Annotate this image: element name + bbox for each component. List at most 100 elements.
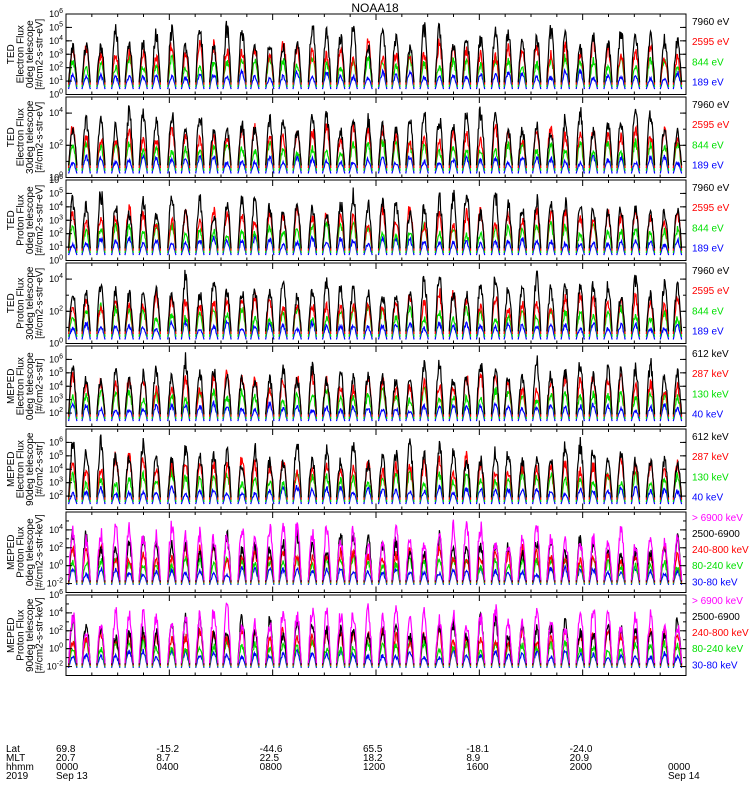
- x-tick-mlt-label: 18.2: [363, 753, 383, 764]
- legend-entry: 844 eV: [692, 140, 724, 151]
- y-tick-label: 105: [49, 187, 63, 198]
- x-tick-mlt-label: 8.9: [466, 753, 481, 764]
- series-magenta-trace: [68, 602, 683, 664]
- x-tick-hhmm-label: 0000: [668, 762, 691, 773]
- y-tick-label: 101: [49, 75, 63, 86]
- legend-entry: 2595 eV: [692, 203, 730, 214]
- series-blue-trace: [68, 67, 683, 90]
- series-blue-trace: [68, 484, 683, 505]
- y-tick-label: 103: [49, 477, 63, 488]
- x-tick-date-label: Sep 13: [56, 771, 88, 782]
- x-tick-hhmm-label: 0000: [56, 762, 79, 773]
- series-black-trace: [68, 529, 683, 582]
- y-tick-label: 104: [49, 201, 63, 212]
- y-tick-label: 101: [49, 241, 63, 252]
- y-axis-label: TEDElectron Flux30deg telescope[#/cm2-s-…: [6, 100, 46, 174]
- y-tick-label: 103: [49, 394, 63, 405]
- legend-entry: 612 keV: [692, 349, 729, 360]
- y-axis-label: MEPEDProton Flux90deg telescope[#/cm2-s-…: [6, 597, 46, 673]
- x-tick-date-label: Sep 14: [668, 771, 700, 782]
- legend-entry: 2500-6900: [692, 612, 740, 623]
- y-tick-label: 104: [49, 607, 63, 618]
- legend-entry: 80-240 keV: [692, 561, 743, 572]
- y-tick-label: 103: [49, 214, 63, 225]
- y-tick-label: 100: [49, 643, 63, 654]
- y-tick-label: 106: [49, 8, 63, 19]
- y-axis-label: TEDProton Flux0deg telescope[#/cm2-s-str…: [6, 184, 46, 255]
- legend-entry: 2595 eV: [692, 120, 730, 131]
- series-blue-trace: [68, 234, 683, 256]
- y-tick-label: 10-2: [47, 578, 63, 589]
- mlt-row-label: MLT: [6, 753, 26, 764]
- x-tick-hhmm-label: 0400: [156, 762, 179, 773]
- x-tick-hhmm-label: 1600: [466, 762, 489, 773]
- legend-entry: 7960 eV: [692, 17, 730, 28]
- y-tick-label: 100: [49, 89, 63, 100]
- legend-entry: 30-80 keV: [692, 577, 738, 588]
- legend-entry: 80-240 keV: [692, 644, 743, 655]
- y-tick-label: 106: [49, 589, 63, 600]
- x-tick-mlt-label: 20.7: [56, 753, 76, 764]
- series-blue-trace: [68, 152, 683, 174]
- series-black-trace: [68, 352, 683, 415]
- x-tick-hhmm-label: 0800: [259, 762, 282, 773]
- legend-entry: 189 eV: [692, 160, 724, 171]
- series-black-trace: [68, 434, 683, 498]
- x-tick-lat-label: 69.8: [56, 744, 76, 755]
- x-tick-hhmm-label: 2000: [569, 762, 592, 773]
- y-tick-label: 100: [49, 255, 63, 266]
- series-black-trace: [68, 187, 683, 249]
- series-red-trace: [68, 542, 683, 583]
- y-axis-label: TEDProton Flux30deg telescope[#/cm2-s-st…: [6, 266, 46, 340]
- legend-entry: 287 keV: [692, 369, 729, 380]
- x-tick-mlt-label: 22.5: [259, 753, 280, 764]
- y-tick-label: 105: [49, 367, 63, 378]
- y-tick-label: 100: [49, 172, 63, 183]
- series-magenta-trace: [68, 519, 683, 581]
- x-tick-lat-label: 65.5: [363, 744, 383, 755]
- y-tick-label: 102: [49, 490, 63, 501]
- y-tick-label: 106: [49, 436, 63, 447]
- x-tick-mlt-label: 8.7: [156, 753, 171, 764]
- series-black-trace: [68, 20, 683, 83]
- y-tick-label: 106: [49, 174, 63, 185]
- series-green-trace: [68, 302, 683, 337]
- series-black-trace: [68, 105, 683, 166]
- y-tick-label: 106: [49, 353, 63, 364]
- y-tick-label: 103: [49, 48, 63, 59]
- series-blue-trace: [68, 399, 683, 422]
- x-tick-lat-label: -44.6: [259, 744, 283, 755]
- y-axis-label: TEDElectron Flux0deg telescope[#/cm2-s-s…: [6, 18, 46, 89]
- y-axis-label: MEPEDElectron Flux90deg telescope[#/cm2-…: [6, 432, 46, 506]
- y-tick-label: 100: [49, 560, 63, 571]
- y-tick-label: 102: [49, 542, 63, 553]
- legend-entry: 2500-6900: [692, 529, 740, 540]
- year-row-label: 2019: [6, 771, 29, 782]
- y-tick-label: 102: [49, 139, 63, 150]
- y-tick-label: 104: [49, 273, 63, 284]
- legend-entry: 240-800 keV: [692, 628, 749, 639]
- x-tick-lat-label: -18.1: [466, 744, 490, 755]
- legend-entry: 189 eV: [692, 243, 724, 254]
- y-tick-label: 10-2: [47, 661, 63, 672]
- lat-row-label: Lat: [6, 744, 20, 755]
- legend-entry: 7960 eV: [692, 183, 730, 194]
- legend-entry: 189 eV: [692, 326, 724, 337]
- legend-entry: 7960 eV: [692, 100, 730, 111]
- series-blue-trace: [68, 319, 683, 340]
- y-tick-label: 102: [49, 62, 63, 73]
- x-tick-lat-label: -15.2: [156, 744, 180, 755]
- legend-entry: 844 eV: [692, 57, 724, 68]
- x-tick-mlt-label: 20.9: [569, 753, 590, 764]
- hhmm-row-label: hhmm: [6, 762, 34, 773]
- legend-entry: 40 keV: [692, 492, 723, 503]
- legend-entry: 2595 eV: [692, 286, 730, 297]
- legend-entry: 612 keV: [692, 432, 729, 443]
